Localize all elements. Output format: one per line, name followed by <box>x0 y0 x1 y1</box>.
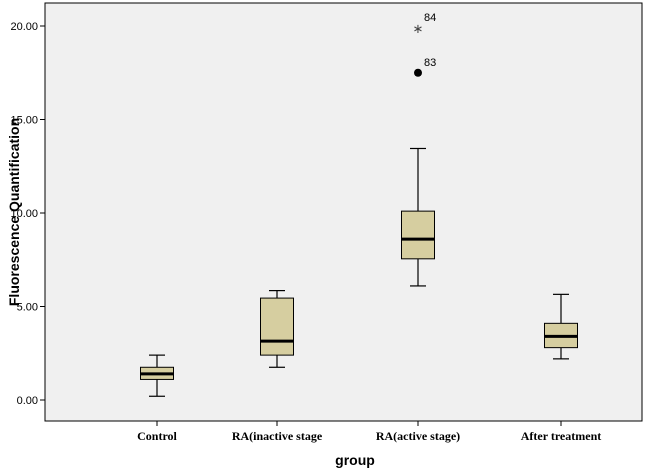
outlier-circle <box>414 68 422 77</box>
outlier-star: ∗ <box>413 22 424 37</box>
y-axis-title: Fluorescence Quantification <box>6 118 22 306</box>
plot-area <box>44 2 643 422</box>
outlier-label: 83 <box>424 57 436 69</box>
x-axis: Control RA(inactive stage RA(active stage)… <box>137 421 601 443</box>
iqr-box <box>401 210 435 260</box>
x-tick-label: After treatment <box>521 429 602 443</box>
x-tick-label: Control <box>137 429 177 443</box>
y-tick-label: 5.00 <box>17 302 38 314</box>
box-2 <box>260 290 294 368</box>
iqr-box <box>260 297 294 356</box>
box-1 <box>140 354 174 397</box>
outlier-label: 84 <box>424 12 436 24</box>
x-axis-title: group <box>335 452 375 468</box>
box-3: 83 ∗84 <box>401 12 436 287</box>
y-tick-label: 10.00 <box>10 208 38 220</box>
box-4 <box>544 293 578 360</box>
y-tick-label: 15.00 <box>10 115 38 127</box>
boxes: 83 ∗84 <box>140 12 578 397</box>
y-axis: 0.00 5.00 10.00 15.00 20.00 <box>10 21 45 407</box>
x-tick-label: RA(active stage) <box>376 429 460 443</box>
x-tick-label: RA(inactive stage <box>232 429 323 443</box>
y-tick-label: 20.00 <box>10 21 38 33</box>
y-tick-label: 0.00 <box>17 395 38 407</box>
